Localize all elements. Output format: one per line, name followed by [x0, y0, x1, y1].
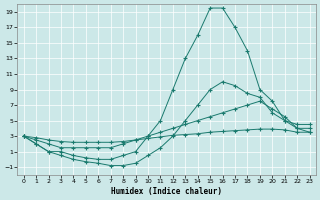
X-axis label: Humidex (Indice chaleur): Humidex (Indice chaleur): [111, 187, 222, 196]
